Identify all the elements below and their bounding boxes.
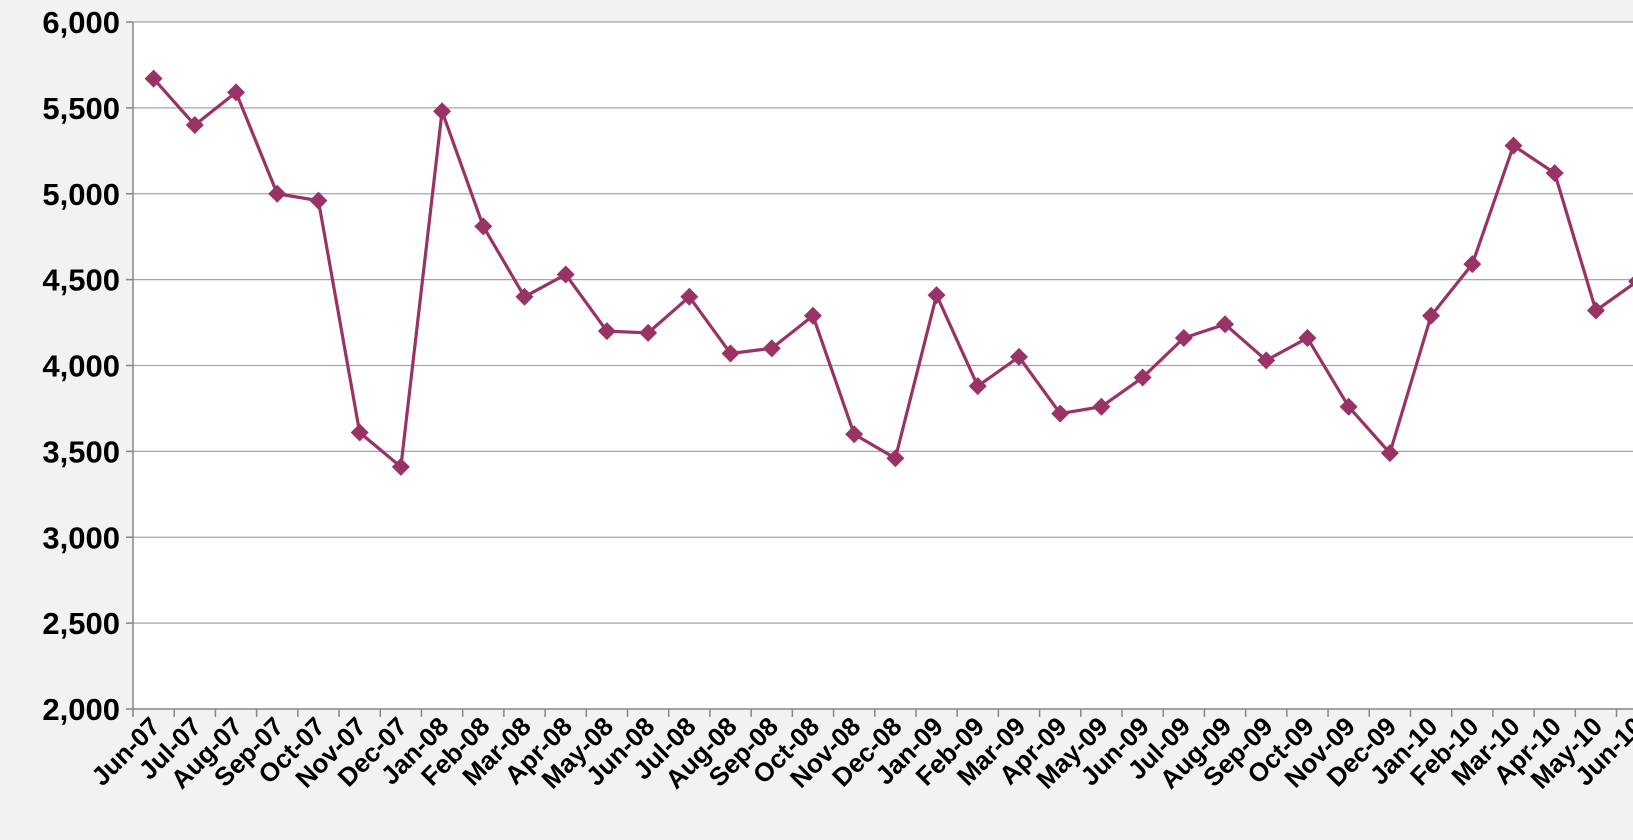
- data-point: [1133, 368, 1152, 387]
- data-point: [1586, 301, 1605, 320]
- data-point: [762, 339, 781, 358]
- y-tick-label: 4,000: [42, 349, 120, 384]
- data-point: [1545, 164, 1564, 183]
- data-point: [927, 286, 946, 305]
- data-point: [1051, 404, 1070, 423]
- data-point: [721, 344, 740, 363]
- y-tick-label: 3,000: [42, 520, 120, 555]
- data-point: [968, 377, 987, 396]
- data-point: [433, 102, 452, 121]
- data-point: [309, 191, 328, 210]
- data-point: [391, 457, 410, 476]
- y-tick-label: 5,000: [42, 177, 120, 212]
- data-point: [1628, 276, 1633, 287]
- data-point: [680, 287, 699, 306]
- y-tick-label: 2,500: [42, 606, 120, 641]
- y-tick-label: 5,500: [42, 91, 120, 126]
- y-tick-label: 2,000: [42, 692, 120, 727]
- y-axis-tick-labels: 2,000 2,500 3,000 3,500 4,000 4,500 5,000 5,500…: [42, 5, 120, 727]
- data-point: [1009, 347, 1028, 366]
- y-tick-label: 3,500: [42, 434, 120, 469]
- data-point: [1422, 306, 1441, 325]
- data-point: [1257, 351, 1276, 370]
- data-point: [268, 184, 287, 203]
- data-point: [227, 83, 246, 102]
- data-point: [1174, 329, 1193, 348]
- data-point: [845, 425, 864, 444]
- data-point: [556, 265, 575, 284]
- data-point: [886, 449, 905, 468]
- data-point: [1504, 136, 1523, 155]
- data-point: [639, 323, 658, 342]
- y-tick-label: 6,000: [42, 5, 120, 40]
- data-point: [1216, 315, 1235, 334]
- data-point: [1463, 255, 1482, 274]
- data-point: [350, 423, 369, 442]
- data-point: [1339, 397, 1358, 416]
- data-point: [515, 287, 534, 306]
- data-point: [185, 116, 204, 135]
- data-point: [1298, 329, 1317, 348]
- data-point: [597, 322, 616, 341]
- data-point: [1380, 444, 1399, 463]
- data-point: [803, 306, 822, 325]
- data-point: [144, 69, 163, 88]
- data-point: [1092, 397, 1111, 416]
- data-point: [474, 217, 493, 236]
- axes: [126, 21, 1633, 717]
- y-tick-label: 4,500: [42, 263, 120, 298]
- series-group: [144, 69, 1633, 476]
